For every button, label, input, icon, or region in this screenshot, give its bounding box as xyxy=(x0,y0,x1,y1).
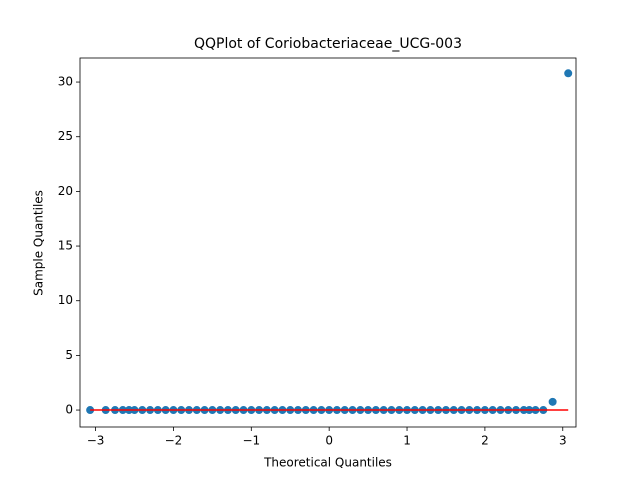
y-tick-label: 25 xyxy=(58,129,73,143)
chart-title: QQPlot of Coriobacteriaceae_UCG-003 xyxy=(194,36,462,52)
x-tick-label: 1 xyxy=(403,434,411,448)
x-tick-label: −2 xyxy=(165,434,183,448)
plot-frame xyxy=(79,57,577,428)
y-tick-label: 20 xyxy=(58,184,73,198)
y-tick-label: 30 xyxy=(58,75,73,89)
point xyxy=(548,397,557,406)
x-tick-label: 2 xyxy=(481,434,489,448)
x-axis-label: Theoretical Quantiles xyxy=(263,456,392,470)
y-axis-label: Sample Quantiles xyxy=(32,190,46,296)
y-tick-label: 0 xyxy=(65,403,73,417)
x-tick-label: 3 xyxy=(559,434,567,448)
point xyxy=(564,69,573,78)
x-tick-label: −1 xyxy=(242,434,260,448)
x-tick-label: 0 xyxy=(325,434,333,448)
y-tick-label: 10 xyxy=(58,293,73,307)
x-tick-label: −3 xyxy=(87,434,105,448)
y-tick-label: 15 xyxy=(58,239,73,253)
y-tick-label: 5 xyxy=(65,348,73,362)
